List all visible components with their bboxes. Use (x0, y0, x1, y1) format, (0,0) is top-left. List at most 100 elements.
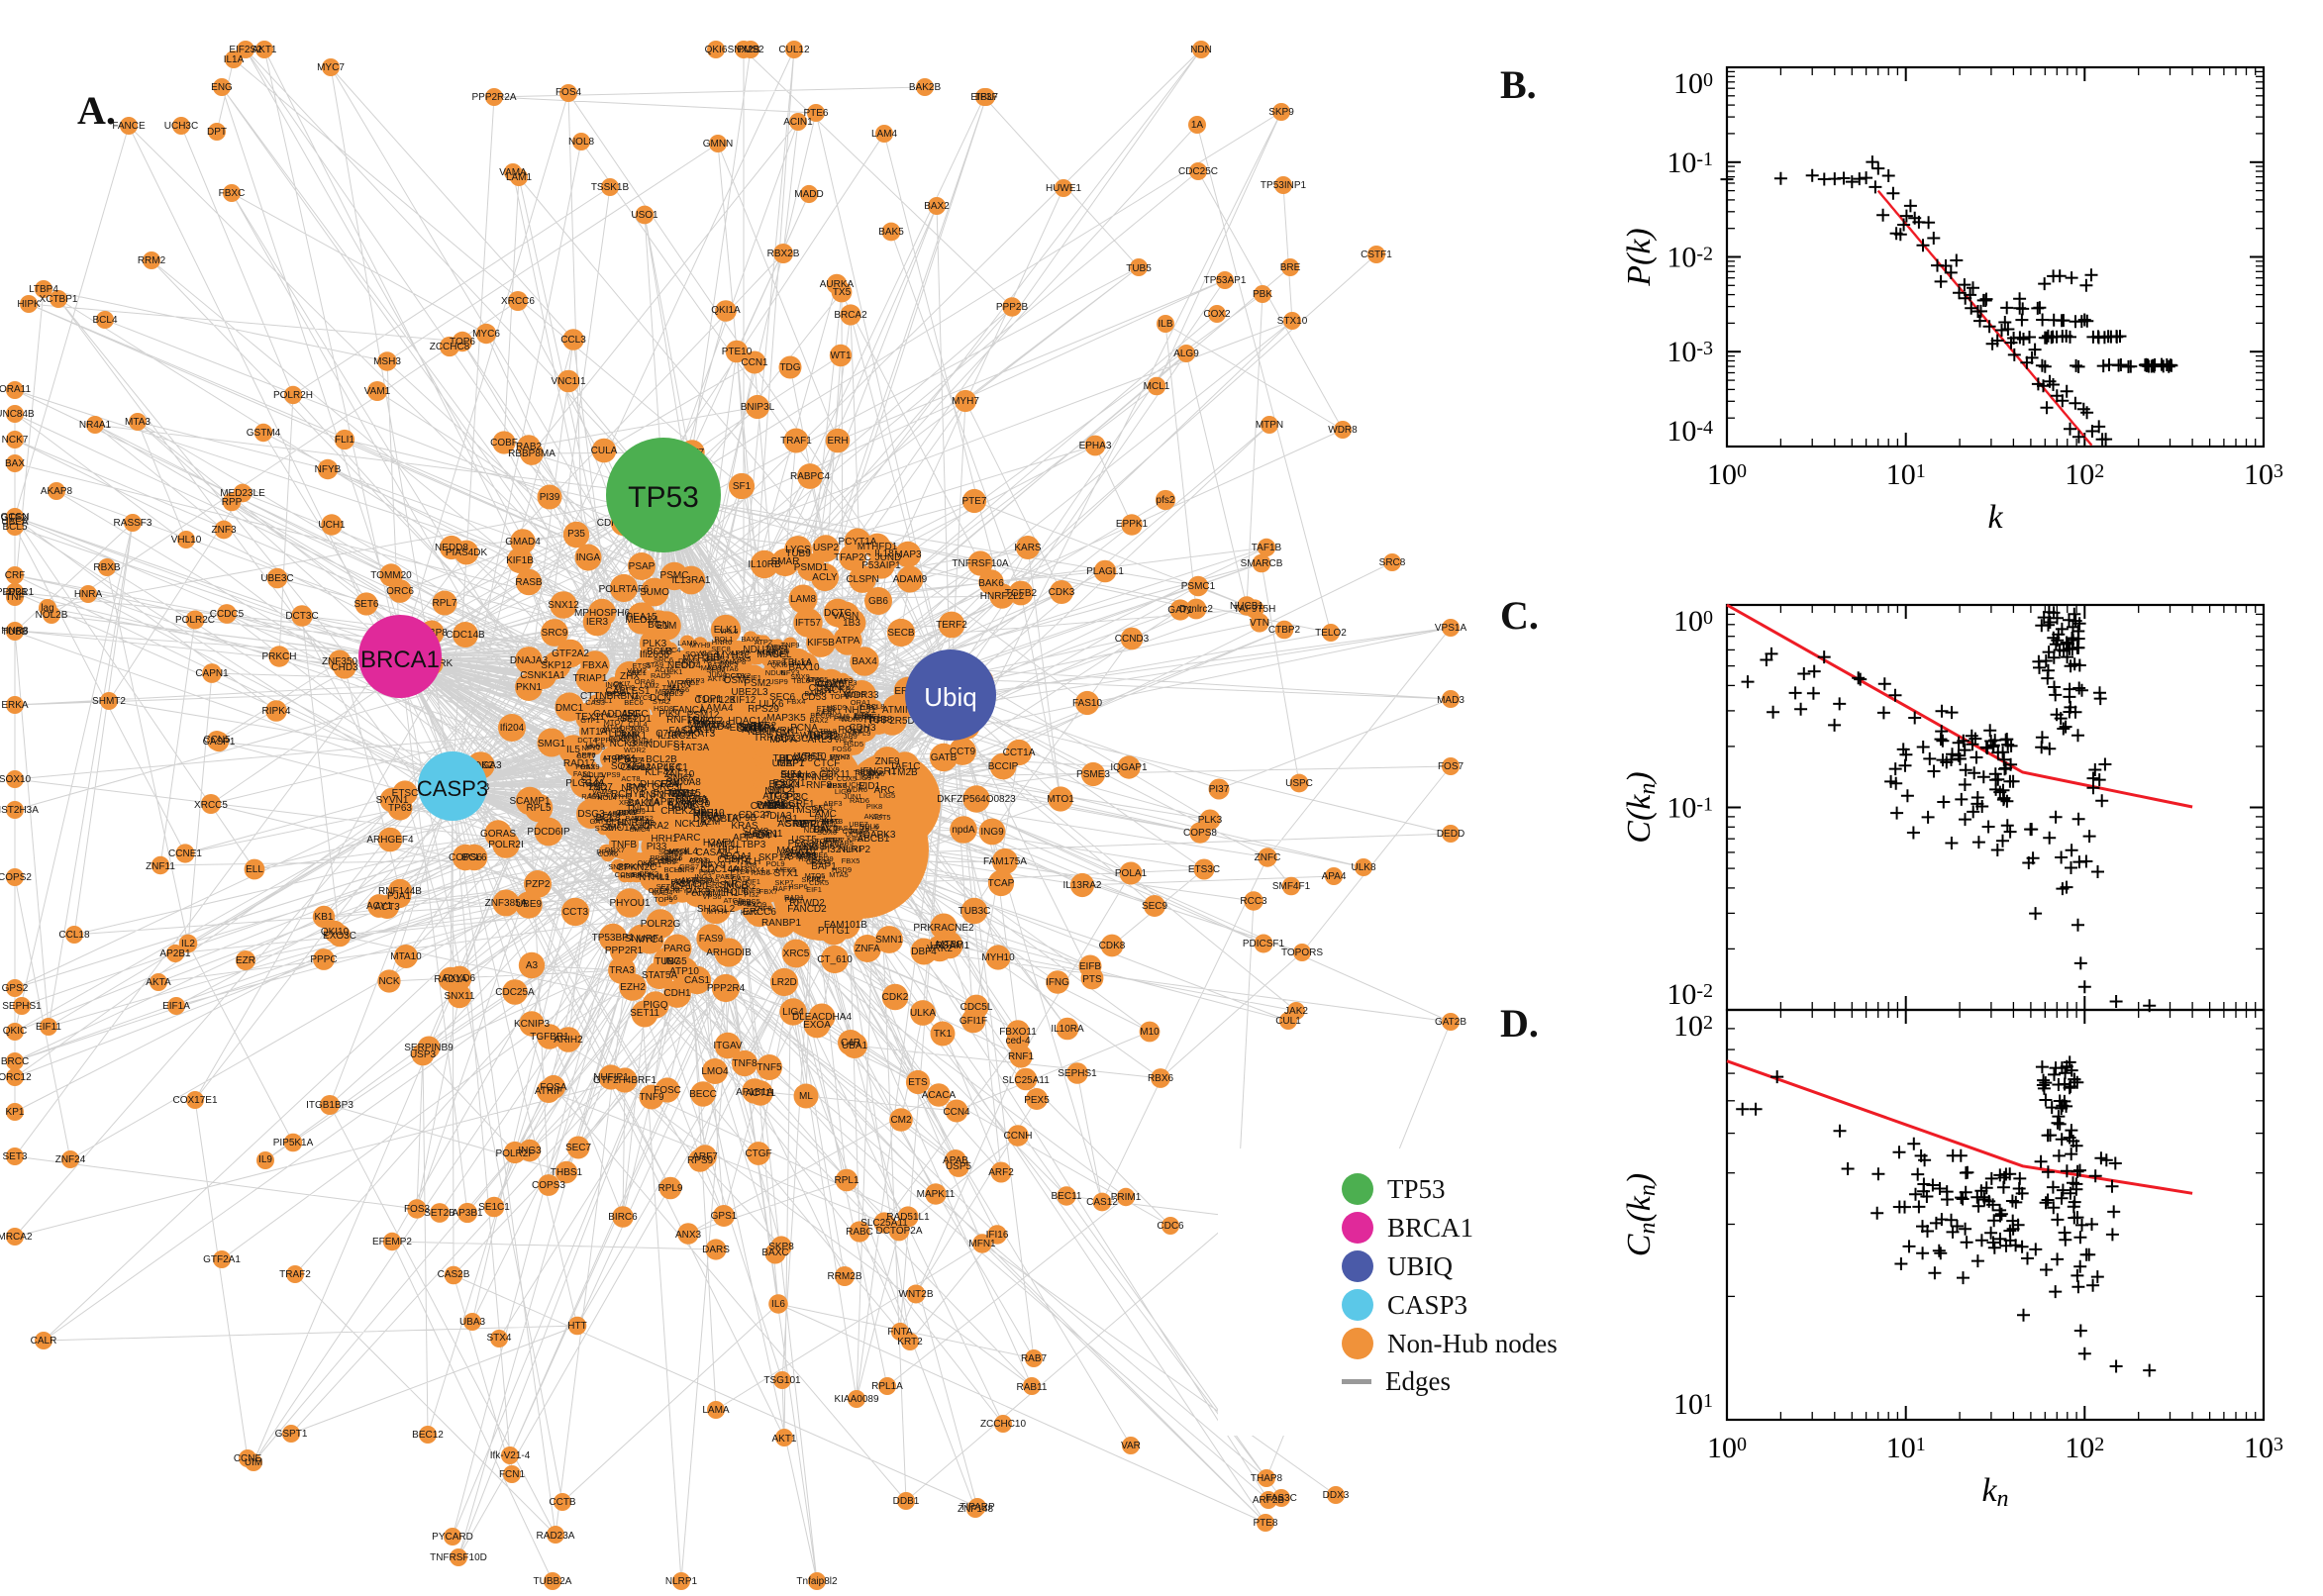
svg-text:TCAP: TCAP (988, 878, 1015, 889)
svg-text:MYH10: MYH10 (981, 952, 1015, 963)
svg-text:ZNF3: ZNF3 (212, 525, 237, 536)
svg-text:SMF4F1: SMF4F1 (1272, 881, 1311, 892)
svg-text:MTA10: MTA10 (390, 951, 422, 962)
svg-text:PTE7: PTE7 (961, 496, 986, 507)
svg-text:SET6: SET6 (354, 599, 378, 610)
svg-text:AP1B1A: AP1B1A (736, 1087, 773, 1098)
svg-text:ARIH2: ARIH2 (554, 1035, 583, 1046)
svg-text:PBK: PBK (1253, 289, 1272, 300)
svg-text:SNX2B: SNX2B (728, 45, 760, 55)
svg-text:CT_610: CT_610 (817, 954, 853, 965)
svg-text:PKN1: PKN1 (516, 682, 543, 693)
svg-text:PYCARD: PYCARD (432, 1532, 473, 1543)
svg-text:KAT3: KAT3 (691, 729, 716, 740)
svg-text:ILB: ILB (1158, 319, 1172, 330)
svg-text:CCT7: CCT7 (576, 751, 596, 760)
svg-text:FAS6: FAS6 (671, 685, 689, 694)
svg-text:RPL9: RPL9 (657, 1183, 682, 1194)
svg-text:BCL5: BCL5 (2, 522, 27, 533)
svg-text:RAB11: RAB11 (1017, 1382, 1048, 1393)
svg-text:BECC: BECC (689, 1089, 717, 1100)
svg-text:CAS2B: CAS2B (438, 1269, 470, 1280)
svg-text:Ubiq: Ubiq (924, 682, 976, 712)
svg-text:INGA: INGA (576, 552, 601, 563)
svg-text:100: 100 (1707, 1432, 1747, 1464)
svg-text:102: 102 (2065, 458, 2104, 491)
svg-text:RCC3: RCC3 (1240, 896, 1267, 907)
svg-text:SERPINB9: SERPINB9 (404, 1043, 454, 1053)
svg-text:BAX: BAX (5, 458, 25, 469)
svg-text:FANCE: FANCE (112, 121, 146, 132)
svg-text:RPS29: RPS29 (748, 704, 779, 715)
svg-text:CUL12: CUL12 (778, 45, 810, 55)
svg-text:ZCCHC10: ZCCHC10 (980, 1419, 1027, 1430)
svg-text:ITGB1BP3: ITGB1BP3 (306, 1100, 354, 1111)
svg-text:IFNG: IFNG (1046, 977, 1069, 988)
svg-text:BAK2B: BAK2B (909, 82, 942, 93)
svg-text:ARHGEF4: ARHGEF4 (366, 835, 414, 846)
svg-text:10-1: 10-1 (1666, 147, 1713, 179)
svg-text:CCT3: CCT3 (562, 907, 589, 918)
svg-text:ZNF11: ZNF11 (146, 861, 175, 872)
svg-text:CCL3: CCL3 (560, 335, 586, 346)
svg-text:GMNN: GMNN (703, 139, 734, 150)
svg-text:OSM: OSM (724, 675, 747, 686)
svg-text:LMO4: LMO4 (701, 1066, 729, 1077)
svg-text:CDK2: CDK2 (882, 992, 909, 1003)
svg-text:SH3GL2: SH3GL2 (697, 904, 736, 915)
svg-text:TP63: TP63 (388, 803, 412, 814)
svg-text:RRM2B: RRM2B (827, 1271, 861, 1282)
svg-text:IL10RA: IL10RA (1051, 1024, 1084, 1035)
svg-text:100: 100 (1707, 458, 1747, 491)
svg-text:CULA: CULA (591, 446, 618, 456)
svg-text:ELL: ELL (246, 864, 263, 875)
svg-text:SKP1A: SKP1A (758, 852, 791, 863)
svg-text:AKT1: AKT1 (252, 45, 276, 55)
svg-text:BRCA1: BRCA1 (360, 647, 440, 673)
svg-text:102: 102 (2065, 1432, 2104, 1464)
svg-text:ETSC: ETSC (392, 788, 419, 799)
svg-text:SMG1: SMG1 (538, 739, 566, 749)
svg-text:PCYT1A: PCYT1A (839, 537, 877, 548)
svg-text:LAMA: LAMA (702, 1405, 730, 1416)
svg-text:BAK6: BAK6 (978, 578, 1004, 589)
svg-text:QKI6: QKI6 (705, 45, 728, 55)
svg-text:CDK3: CDK3 (1049, 587, 1075, 598)
svg-text:RPL7: RPL7 (432, 598, 456, 609)
svg-text:THBS1: THBS1 (551, 1167, 583, 1178)
svg-text:NOL9: NOL9 (757, 648, 776, 656)
svg-text:TRA3: TRA3 (609, 965, 635, 976)
svg-text:NUCB1: NUCB1 (1230, 601, 1263, 612)
svg-text:RNF144B: RNF144B (378, 886, 422, 897)
svg-text:THAP8: THAP8 (1251, 1473, 1283, 1484)
svg-text:EFEMP2: EFEMP2 (372, 1237, 412, 1247)
svg-text:PIP5K1A: PIP5K1A (273, 1138, 314, 1148)
svg-text:XRC5: XRC5 (783, 948, 810, 959)
svg-text:FBXO11: FBXO11 (999, 1027, 1037, 1038)
svg-text:STX4: STX4 (486, 1333, 511, 1344)
svg-text:Cn(kn): Cn(kn) (1621, 1173, 1661, 1256)
svg-text:CLSPN: CLSPN (846, 574, 878, 585)
svg-text:HNRA: HNRA (74, 589, 103, 600)
svg-text:CUL1: CUL1 (1275, 1016, 1301, 1027)
svg-text:VTN: VTN (1250, 618, 1269, 629)
svg-text:NDN: NDN (1190, 45, 1212, 55)
svg-text:DARS: DARS (702, 1245, 730, 1255)
svg-text:GAT2B: GAT2B (1435, 1017, 1466, 1028)
svg-text:PIAS4DK: PIAS4DK (446, 548, 488, 558)
svg-text:TUB3C: TUB3C (959, 906, 991, 917)
svg-text:AKTA: AKTA (146, 977, 171, 988)
svg-text:103: 103 (2244, 458, 2283, 491)
svg-text:TP53: TP53 (628, 481, 699, 514)
svg-text:BCL6: BCL6 (461, 852, 486, 863)
svg-text:SEC7: SEC7 (565, 1143, 592, 1153)
svg-text:ORC12: ORC12 (0, 1072, 32, 1083)
svg-text:ANX3: ANX3 (675, 1230, 702, 1241)
svg-text:103: 103 (2244, 1432, 2283, 1464)
svg-text:Ifi204: Ifi204 (500, 723, 525, 734)
svg-text:NOL8: NOL8 (568, 137, 595, 148)
svg-text:IL9: IL9 (258, 1154, 272, 1165)
svg-text:RPL1A: RPL1A (871, 1381, 903, 1392)
svg-text:ORA11: ORA11 (0, 384, 31, 395)
svg-text:CDH1: CDH1 (663, 988, 691, 999)
